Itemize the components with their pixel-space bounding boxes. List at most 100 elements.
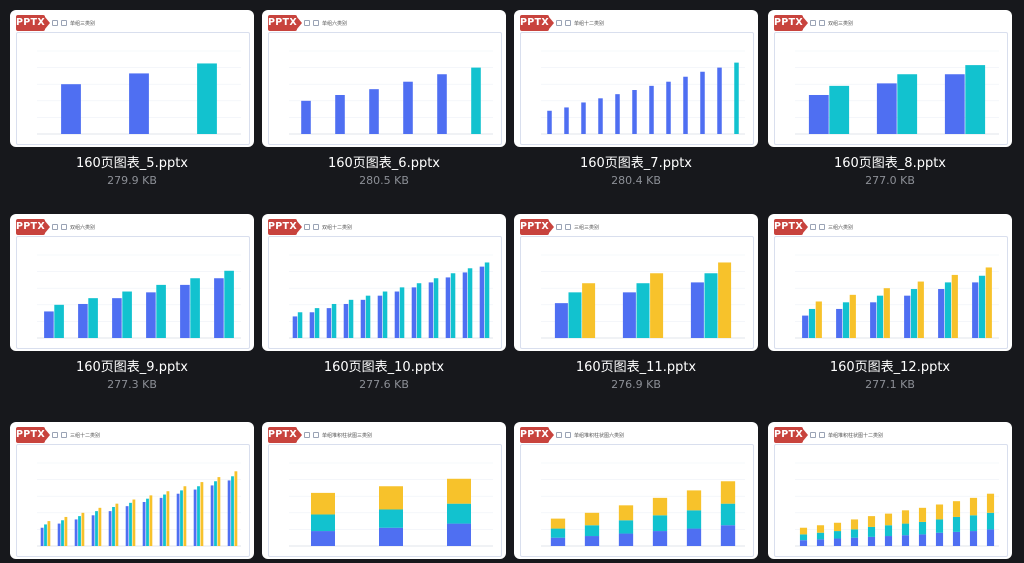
file-thumbnail[interactable]: PPTX 三组六类别: [768, 214, 1012, 351]
bar: [717, 67, 722, 134]
bar: [632, 90, 637, 134]
chart-category-label: 单组堆积柱状图六类别: [574, 432, 625, 439]
slide-copy-icon: [61, 432, 67, 438]
file-name[interactable]: 160页图表_7.pptx: [579, 156, 692, 171]
file-name[interactable]: 160页图表_9.pptx: [75, 360, 188, 375]
bar: [40, 527, 44, 546]
bar: [81, 512, 85, 546]
bar: [944, 74, 965, 134]
slide-preview: [268, 236, 502, 349]
file-thumbnail[interactable]: PPTX 单组堆积柱状图十二类别: [768, 422, 1012, 559]
bar: [382, 291, 388, 338]
file-thumbnail[interactable]: PPTX 单组十二类别: [514, 10, 758, 147]
slide-preview: [16, 236, 250, 349]
bar: [683, 76, 688, 134]
bar: [437, 74, 447, 134]
slide-thumbnail-icon: [556, 432, 562, 438]
stacked-bar-segment: [799, 527, 808, 535]
bar: [159, 497, 163, 546]
stacked-bar-segment: [935, 504, 944, 520]
file-card[interactable]: PPTX 双组十二类别 160页图表_10.pptx 277.6 KB: [262, 214, 506, 399]
file-thumbnail[interactable]: PPTX 单组堆积柱状图三类别: [262, 422, 506, 559]
file-thumbnail[interactable]: PPTX 双组六类别: [10, 214, 254, 351]
file-name[interactable]: 160页图表_11.pptx: [575, 360, 697, 375]
bar: [650, 273, 664, 338]
file-card[interactable]: PPTX 单组三类别 160页图表_5.pptx 279.9 KB: [10, 10, 254, 195]
file-name[interactable]: 160页图表_8.pptx: [833, 156, 946, 171]
slide-thumbnail-icon: [304, 224, 310, 230]
slide-thumbnail-icon: [810, 432, 816, 438]
stacked-bar-segment: [311, 514, 335, 532]
file-card[interactable]: PPTX 三组三类别 160页图表_11.pptx 276.9 KB: [514, 214, 758, 399]
bar: [411, 287, 417, 338]
file-thumbnail[interactable]: PPTX 单组三类别: [10, 10, 254, 147]
bar: [163, 494, 166, 546]
bar: [399, 287, 405, 338]
file-thumbnail[interactable]: PPTX 三组三类别: [514, 214, 758, 351]
file-name[interactable]: 160页图表_12.pptx: [829, 360, 951, 375]
bar: [829, 85, 850, 134]
bar: [883, 288, 890, 338]
bar: [190, 278, 200, 338]
slide-toolbar: 单组十二类别: [556, 19, 604, 27]
file-thumbnail[interactable]: PPTX 三组十二类别: [10, 422, 254, 559]
slide-preview: [774, 236, 1008, 349]
file-thumbnail[interactable]: PPTX 单组六类别: [262, 10, 506, 147]
slide-thumbnail-icon: [810, 224, 816, 230]
chart-category-label: 三组六类别: [828, 224, 854, 231]
file-card[interactable]: PPTX 三组十二类别: [10, 422, 254, 563]
bar: [445, 277, 451, 338]
bar: [808, 94, 829, 134]
file-card[interactable]: PPTX 单组堆积柱状图六类别: [514, 422, 758, 563]
bar: [666, 81, 671, 134]
badge-tail-shape: [45, 17, 50, 29]
bar: [615, 94, 620, 134]
file-card[interactable]: PPTX 单组堆积柱状图十二类别: [768, 422, 1012, 563]
file-card[interactable]: PPTX 单组六类别 160页图表_6.pptx 280.5 KB: [262, 10, 506, 195]
bar: [433, 278, 439, 338]
slide-preview: [520, 32, 754, 145]
chart-category-label: 单组十二类别: [574, 20, 605, 27]
bar: [360, 299, 366, 338]
bar: [462, 272, 468, 338]
bar: [129, 502, 132, 546]
file-size: 280.5 KB: [359, 174, 409, 187]
stacked-bar-segment: [850, 537, 859, 546]
bar: [944, 282, 952, 338]
file-thumbnail[interactable]: PPTX 双组十二类别: [262, 214, 506, 351]
bar: [849, 294, 856, 338]
file-name[interactable]: 160页图表_6.pptx: [327, 156, 440, 171]
bar: [343, 303, 349, 338]
bar: [876, 295, 884, 338]
bar: [146, 292, 156, 338]
file-thumbnail[interactable]: PPTX 单组堆积柱状图六类别: [514, 422, 758, 559]
bar: [808, 308, 816, 338]
bar: [951, 274, 958, 338]
bar: [897, 74, 918, 134]
file-card[interactable]: PPTX 双组六类别 160页图表_9.pptx 277.3 KB: [10, 214, 254, 399]
file-card[interactable]: PPTX 单组十二类别 160页图表_7.pptx 280.4 KB: [514, 10, 758, 195]
slide-copy-icon: [313, 20, 319, 26]
bar: [326, 308, 332, 338]
bar: [904, 295, 911, 338]
bar: [965, 65, 986, 134]
file-size: 277.1 KB: [865, 378, 915, 391]
file-size: 276.9 KB: [611, 378, 661, 391]
file-thumbnail[interactable]: PPTX 双组三类别: [768, 10, 1012, 147]
slide-thumbnail-icon: [556, 20, 562, 26]
stacked-bar-segment: [799, 534, 808, 541]
stacked-bar-segment: [447, 503, 471, 524]
slide-preview: [520, 236, 754, 349]
file-card[interactable]: PPTX 双组三类别 160页图表_8.pptx 277.0 KB: [768, 10, 1012, 195]
bar: [718, 262, 732, 338]
slide-thumbnail-icon: [52, 432, 58, 438]
file-name[interactable]: 160页图表_10.pptx: [323, 360, 445, 375]
slide-preview: [16, 444, 250, 557]
stacked-bar-segment: [986, 493, 995, 513]
bar: [57, 523, 61, 546]
file-name[interactable]: 160页图表_5.pptx: [75, 156, 188, 171]
chart-category-label: 三组十二类别: [70, 432, 101, 439]
file-card[interactable]: PPTX 单组堆积柱状图三类别: [262, 422, 506, 563]
file-size: 279.9 KB: [107, 174, 157, 187]
file-card[interactable]: PPTX 三组六类别 160页图表_12.pptx 277.1 KB: [768, 214, 1012, 399]
